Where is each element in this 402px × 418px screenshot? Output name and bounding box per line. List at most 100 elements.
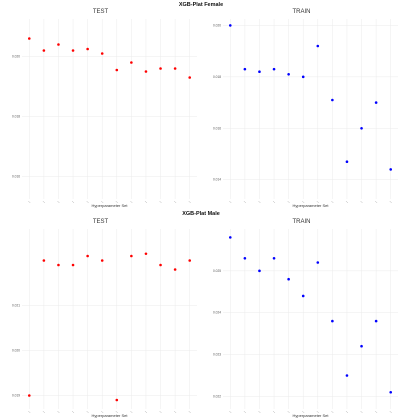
x-tick-mark [86, 410, 89, 414]
x-tick-mark [42, 410, 46, 414]
x-tick-mark [28, 410, 31, 414]
data-point [144, 70, 148, 73]
data-point [287, 277, 290, 281]
chart-female-test: 0.016 0.018 0.020 Hyperparameter Set [12, 19, 197, 208]
x-tick-mark [173, 410, 177, 414]
data-point [130, 61, 133, 64]
data-point [159, 263, 162, 267]
chart-male-train: 0.022 0.023 0.024 0.025 Hyperparameter Set [213, 229, 398, 418]
data-point [374, 101, 378, 104]
y-tick-label: 0.016 [213, 126, 221, 130]
data-point [345, 160, 349, 164]
x-tick-mark [28, 200, 31, 204]
x-tick-mark [188, 410, 191, 414]
y-tick-label: 0.016 [12, 175, 20, 179]
y-tick-label: 0.014 [213, 178, 221, 182]
x-tick-mark [159, 410, 162, 414]
data-point [360, 344, 363, 348]
figure-title-female: XGB-Plat Female [178, 2, 224, 8]
data-point [188, 76, 192, 79]
x-tick-mark [272, 410, 276, 414]
data-point [173, 67, 177, 70]
x-tick-mark [316, 410, 319, 414]
x-tick-mark [188, 200, 191, 204]
x-axis-label: Hyperparameter Set [292, 413, 329, 418]
x-tick-mark [360, 410, 363, 414]
x-tick-mark [130, 410, 133, 414]
x-tick-mark [389, 200, 392, 204]
data-point [345, 374, 349, 377]
data-point [188, 259, 192, 262]
x-tick-mark [57, 410, 60, 414]
data-point [100, 259, 104, 262]
x-tick-mark [173, 200, 177, 204]
data-point [100, 52, 104, 55]
x-tick-mark [316, 200, 319, 204]
data-point [27, 394, 31, 397]
x-tick-mark [331, 410, 334, 414]
x-tick-mark [374, 410, 378, 414]
x-tick-mark [144, 200, 148, 204]
y-tick-label: 0.018 [213, 75, 221, 79]
x-tick-mark [86, 200, 89, 204]
x-tick-mark [287, 200, 290, 204]
panel-male-train: TRAIN 0.022 0.023 0.024 0.025 Hyperparameter… [201, 219, 402, 418]
x-tick-mark [302, 200, 305, 204]
data-point [389, 390, 393, 394]
x-tick-mark [101, 410, 104, 414]
data-point [71, 263, 75, 267]
x-tick-mark [345, 200, 349, 204]
data-point [130, 254, 133, 258]
data-point [316, 44, 320, 48]
data-point [301, 75, 305, 79]
data-point [360, 126, 363, 130]
data-point [272, 67, 276, 71]
y-tick-label: 0.018 [12, 115, 20, 119]
x-tick-mark [331, 200, 334, 204]
data-point [228, 24, 232, 27]
data-point [57, 43, 60, 46]
x-tick-mark [159, 200, 162, 204]
data-point [243, 257, 247, 260]
x-tick-mark [115, 410, 118, 414]
x-tick-mark [130, 200, 133, 204]
data-point [173, 268, 177, 271]
data-point [57, 263, 60, 267]
panel-female-test: TEST 0.016 0.018 0.020 Hyperparameter Set [0, 9, 201, 208]
x-tick-mark [71, 200, 75, 204]
x-tick-mark [243, 200, 247, 204]
y-tick-label: 0.020 [12, 55, 20, 59]
data-point [331, 98, 334, 102]
data-point [301, 294, 305, 298]
data-point [86, 254, 89, 258]
data-point [258, 269, 261, 273]
y-tick-label: 0.022 [213, 394, 221, 398]
data-point [42, 259, 46, 262]
x-tick-mark [71, 410, 75, 414]
data-point [389, 168, 393, 171]
data-point [86, 47, 89, 51]
panel-title: TEST [92, 9, 109, 15]
x-tick-mark [389, 410, 392, 414]
x-tick-mark [144, 410, 148, 414]
x-tick-mark [287, 410, 290, 414]
x-tick-mark [57, 200, 60, 204]
x-tick-mark [229, 200, 232, 204]
data-point [316, 261, 320, 264]
data-point [258, 70, 261, 74]
x-tick-mark [258, 410, 261, 414]
y-tick-label: 0.024 [213, 311, 221, 315]
x-tick-mark [302, 410, 305, 414]
x-tick-mark [243, 410, 247, 414]
y-tick-label: 0.020 [12, 349, 20, 353]
x-axis-label: Hyperparameter Set [91, 203, 128, 208]
data-point [243, 67, 247, 71]
x-tick-mark [115, 200, 118, 204]
x-tick-mark [42, 200, 46, 204]
data-point [228, 236, 232, 239]
chart-male-test: 0.019 0.020 0.021 Hyperparameter Set [12, 229, 197, 418]
y-tick-label: 0.023 [213, 353, 221, 357]
panel-title: TEST [92, 219, 109, 225]
data-point [115, 68, 119, 72]
data-point [42, 49, 46, 52]
